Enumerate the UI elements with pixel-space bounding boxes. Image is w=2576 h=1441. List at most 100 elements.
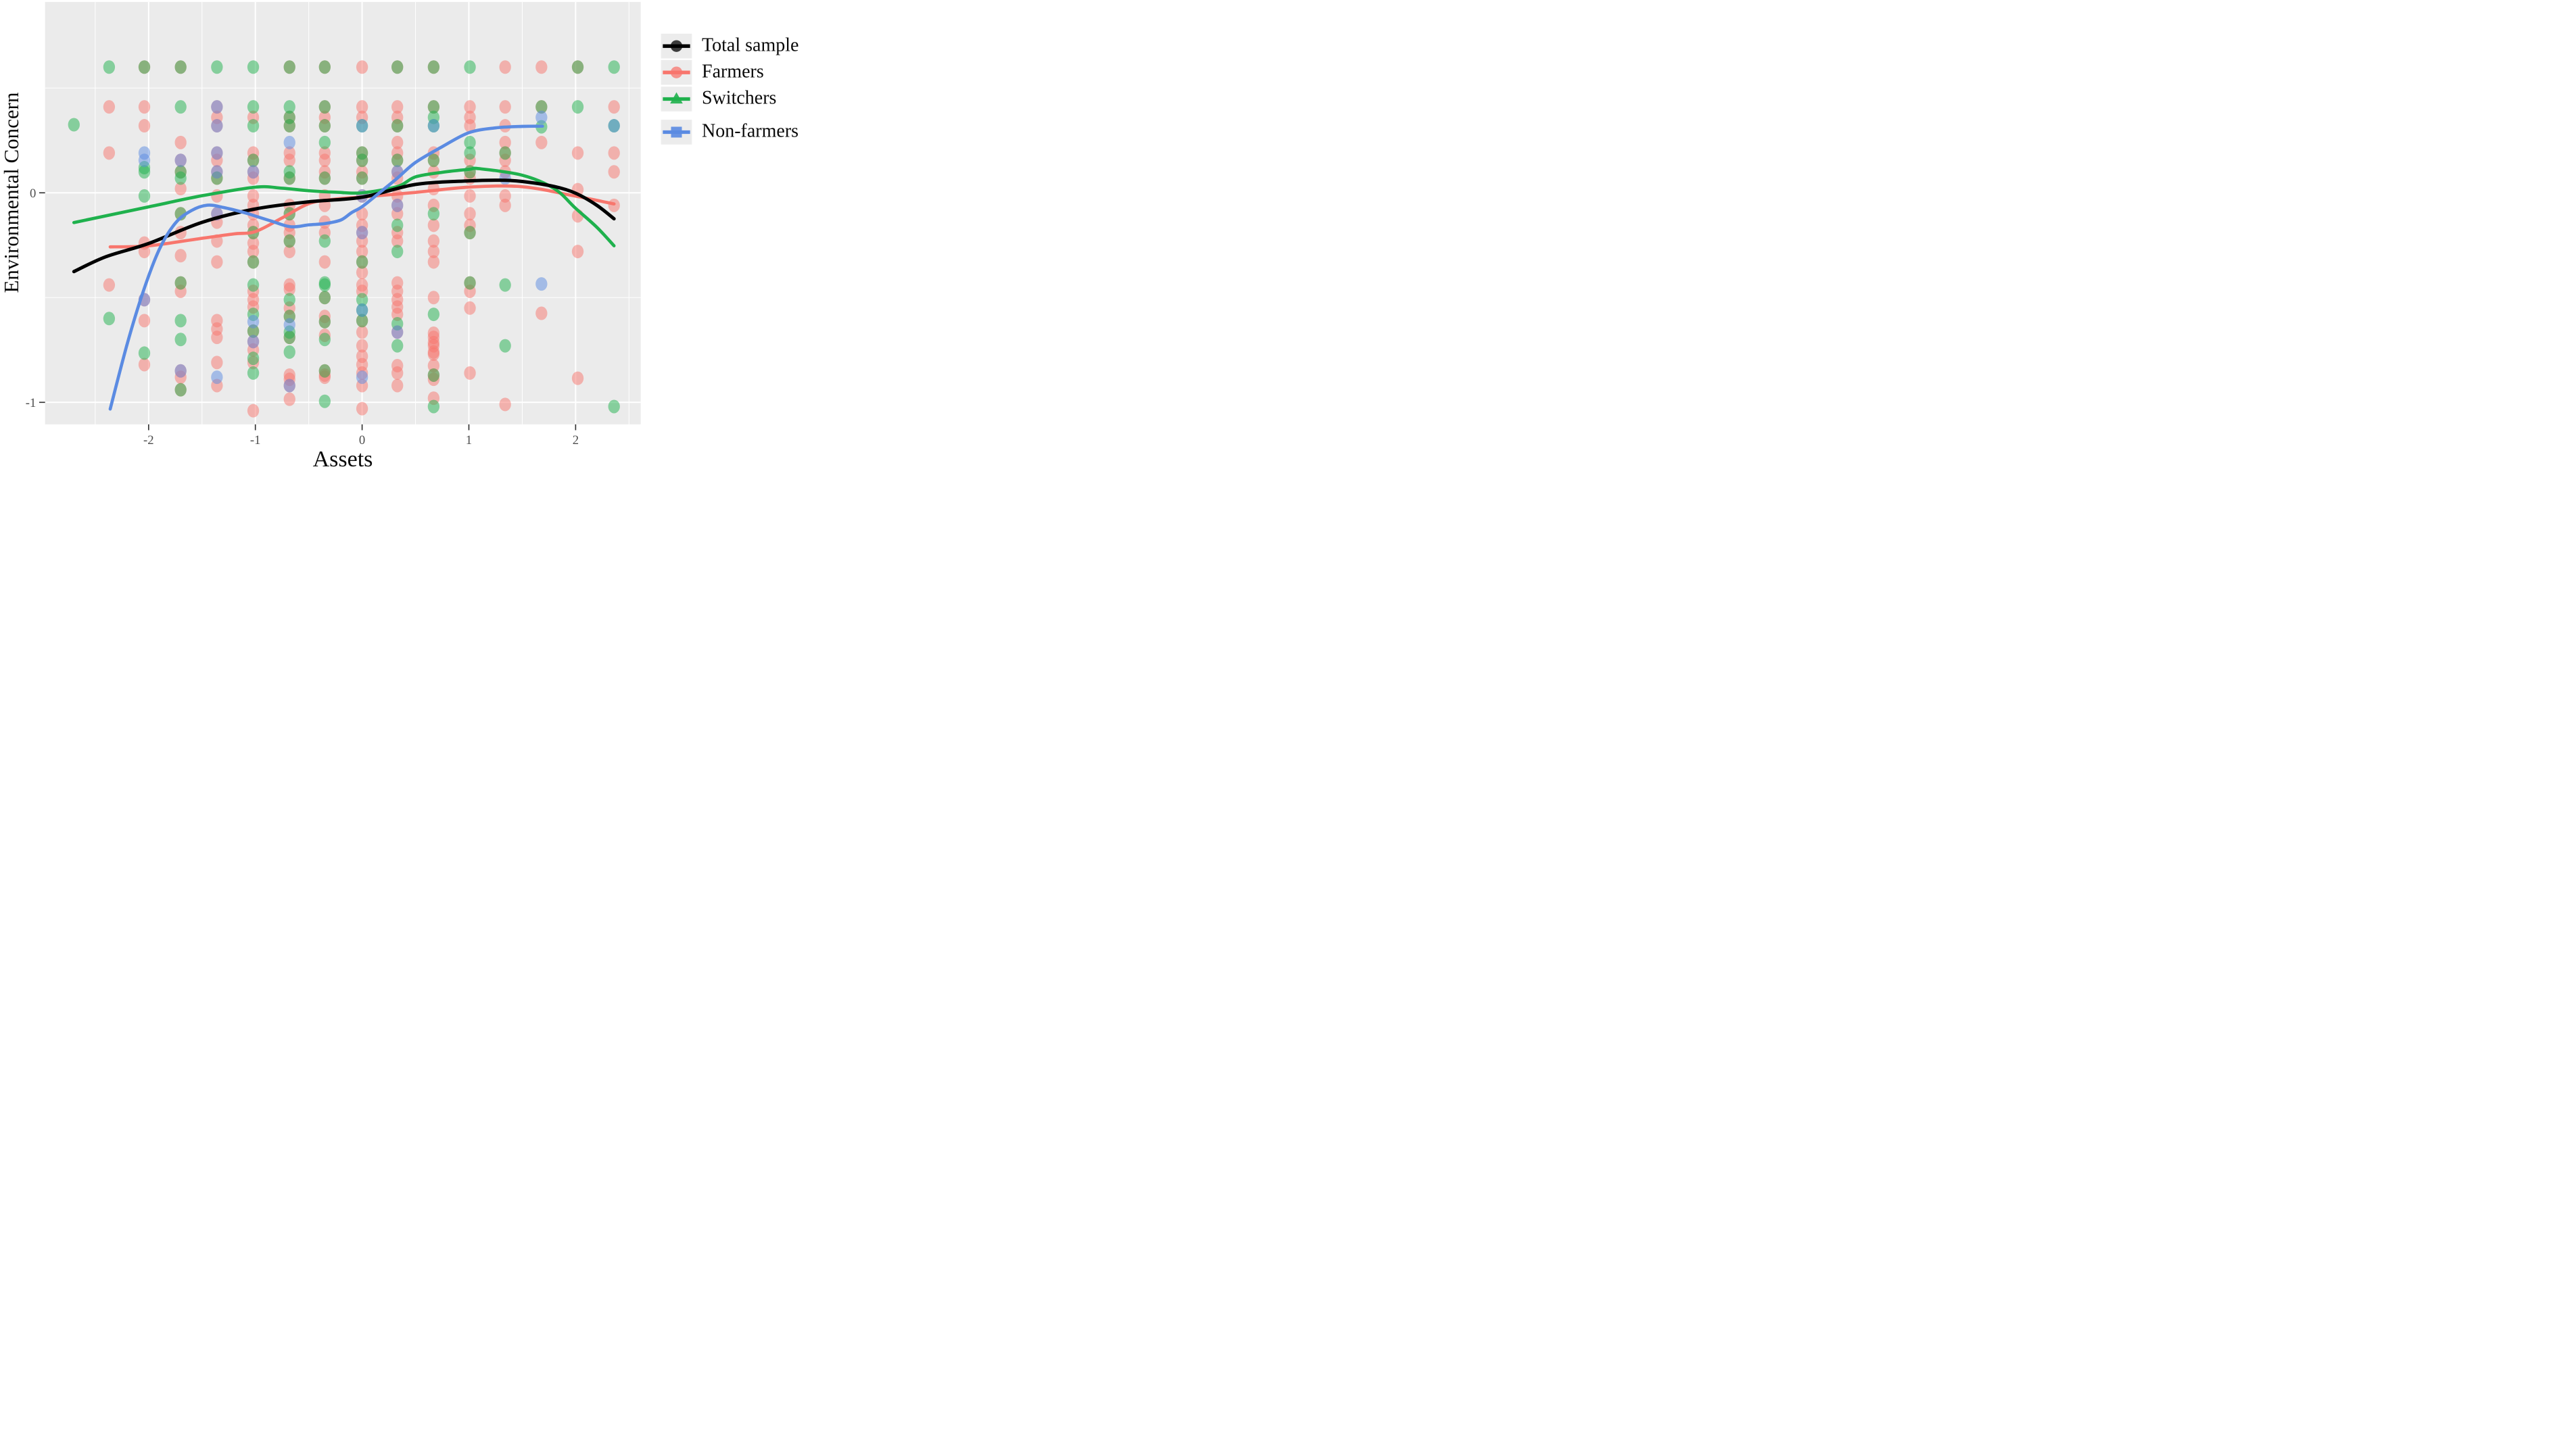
scatter-point-farmers [464,207,476,221]
scatter-point-farmers [318,255,331,269]
scatter-point-switchers [391,60,404,74]
scatter-point-switchers [391,153,404,168]
scatter-point-farmers [138,245,151,259]
scatter-point-switchers [247,100,260,114]
scatter-point-switchers [283,171,295,185]
scatter-point-farmers [427,245,440,259]
scatter-point-switchers [356,171,368,185]
scatter-point-switchers [391,218,404,233]
scatter-point-farmers [211,331,223,345]
scatter-point-switchers [356,314,368,328]
scatter-point-switchers [318,314,331,328]
scatter-point-switchers [174,60,187,74]
x-tick-label: 2 [573,433,579,447]
scatter-point-farmers [138,119,151,133]
y-axis-title: Environmental Concern [0,92,23,293]
scatter-point-switchers [174,383,187,397]
x-axis-title: Assets [312,447,373,472]
legend-label-non-farmers: Non-farmers [702,120,799,142]
scatter-point-farmers [103,146,116,160]
scatter-point-farmers [464,189,476,203]
scatter-point-switchers [247,366,260,380]
scatter-point-switchers [174,276,187,290]
legend-key-point-square [671,126,682,138]
scatter-point-farmers [464,119,476,133]
scatter-point-farmers [608,165,620,179]
scatter-point-switchers [318,60,331,74]
scatter-point-non-farmers [247,335,260,349]
scatter-point-switchers [103,60,116,74]
smooth-line-non-farmers [108,124,544,411]
scatter-point-switchers [499,146,511,160]
scatter-point-switchers [211,60,223,74]
scatter-point-switchers [247,60,260,74]
scatter-point-farmers [356,207,368,221]
scatter-point-farmers [283,153,295,168]
scatter-point-farmers [283,245,295,259]
scatter-point-switchers [427,100,440,114]
scatter-point-non-farmers [211,100,223,114]
x-tick-label: 0 [359,433,365,447]
scatter-point-switchers [318,278,331,292]
scatter-point-switchers [247,153,260,168]
scatter-point-non-farmers [174,364,187,378]
scatter-point-switchers [318,234,331,248]
scatter-point-switchers [427,60,440,74]
scatter-point-farmers [391,378,404,393]
scatter-point-farmers [427,255,440,269]
scatter-point-farmers [356,339,368,353]
scatter-point-farmers [427,347,440,361]
scatter-point-switchers [174,100,187,114]
scatter-point-farmers [283,282,295,296]
scatter-point-non-farmers [211,370,223,385]
scatter-point-non-farmers [174,153,187,168]
scatter-point-farmers [356,245,368,259]
scatter-point-switchers [356,255,368,269]
scatter-point-switchers [283,331,295,345]
scatter-point-switchers [283,345,295,359]
scatter-point-switchers [427,153,440,168]
scatter-point-farmers [138,358,151,372]
scatter-point-switchers [247,324,260,338]
scatter-point-switchers [464,146,476,160]
scatter-point-switchers [247,278,260,292]
scatter-point-switchers [535,100,548,114]
scatter-point-farmers [174,182,187,196]
scatter-point-non-farmers [283,378,295,393]
scatter-point-switchers [391,339,404,353]
legend-key-point-triangle [670,92,683,104]
scatter-point-farmers [391,366,404,380]
plot-panel [45,1,641,424]
scatter-point-switchers [427,368,440,382]
scatter-point-farmers [571,146,584,160]
scatter-point-farmers [499,397,511,412]
scatter-point-switchers [283,293,295,307]
scatter-point-switchers [283,100,295,114]
scatter-point-farmers [211,255,223,269]
scatter-point-non-farmers [138,153,151,168]
scatter-point-switchers [283,234,295,248]
scatter-point-farmers [138,100,151,114]
scatter-point-switchers [464,135,476,149]
scatter-point-farmers [499,189,511,203]
scatter-point-farmers [247,404,260,418]
scatter-point-switchers [138,60,151,74]
smooth-line-switchers [72,166,616,248]
scatter-point-farmers [391,100,404,114]
legend-label-farmers: Farmers [702,61,764,82]
scatter-point-non-farmers [427,119,440,133]
scatter-point-farmers [283,392,295,406]
scatter-point-non-farmers [211,146,223,160]
scatter-point-farmers [247,245,260,259]
scatter-point-farmers [103,100,116,114]
scatter-point-switchers [318,364,331,378]
x-tick-label: -2 [143,433,154,447]
scatter-point-switchers [608,60,620,74]
scatter-point-farmers [535,135,548,149]
scatter-point-non-farmers [356,226,368,240]
scatter-point-switchers [427,399,440,414]
scatter-point-farmers [427,234,440,248]
scatter-point-non-farmers [356,303,368,317]
scatter-point-non-farmers [356,119,368,133]
scatter-point-farmers [427,291,440,305]
